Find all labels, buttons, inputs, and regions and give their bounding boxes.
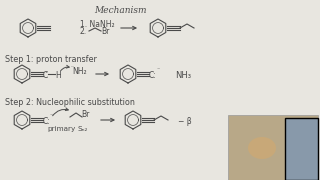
Text: Br: Br	[101, 27, 109, 36]
Text: ⁻: ⁻	[50, 114, 53, 119]
Text: Sₙ₂: Sₙ₂	[78, 126, 88, 132]
Text: ⁻: ⁻	[157, 68, 160, 73]
Text: C:: C:	[43, 117, 51, 126]
Text: − β: − β	[178, 117, 192, 126]
Text: C:: C:	[149, 71, 157, 80]
Text: primary: primary	[48, 126, 76, 132]
Text: NH₂: NH₂	[72, 67, 87, 76]
Text: C: C	[43, 71, 48, 80]
FancyBboxPatch shape	[285, 118, 318, 180]
Text: Mechanism: Mechanism	[94, 6, 146, 15]
Text: Step 2: Nucleophilic substitution: Step 2: Nucleophilic substitution	[5, 98, 135, 107]
Text: H: H	[55, 71, 61, 80]
Text: 1. NaNH₂: 1. NaNH₂	[80, 20, 115, 29]
Text: 2.: 2.	[80, 27, 87, 36]
FancyBboxPatch shape	[228, 115, 318, 180]
Text: Br: Br	[81, 110, 89, 119]
Text: NH₃: NH₃	[175, 71, 191, 80]
Text: ··: ··	[70, 64, 74, 69]
Ellipse shape	[248, 137, 276, 159]
Text: ·: ·	[44, 69, 47, 78]
Text: Step 1: proton transfer: Step 1: proton transfer	[5, 55, 97, 64]
